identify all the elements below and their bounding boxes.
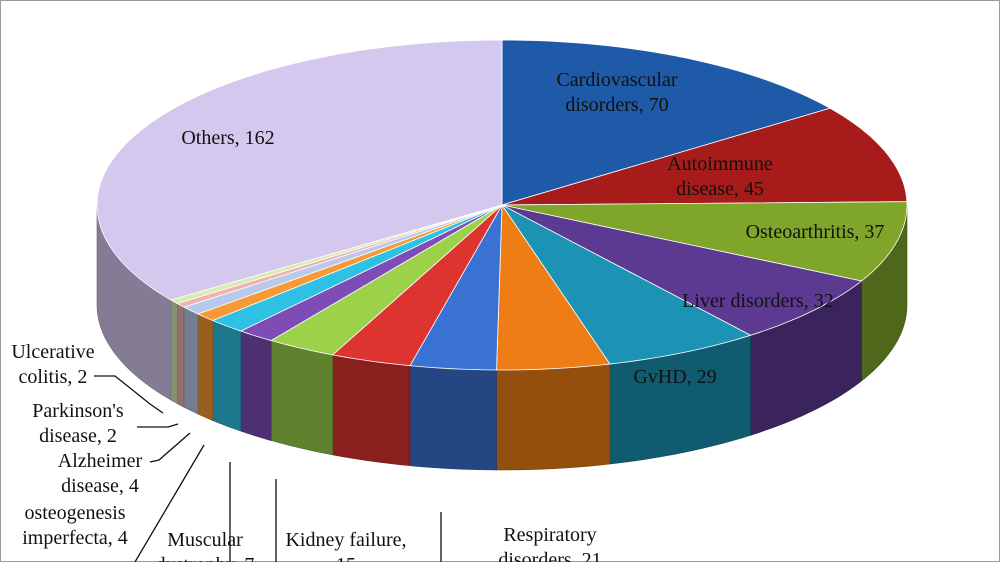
slice-label-alzheimer-disease: Alzheimer disease, 4 (58, 450, 143, 497)
slice-others (96, 39, 503, 301)
slice-side-osteogenesis-imperfecta (197, 313, 214, 421)
slice-label-osteoarthritis: Osteoarthritis, 37 (746, 221, 885, 243)
slice-side-respiratory-disorders (496, 363, 611, 471)
slice-respiratory-disorders (496, 203, 611, 371)
slice-label-cardiovascular-disorders: Cardiovascular disorders, 70 (556, 69, 677, 116)
slice-neurological-disorders (409, 204, 503, 371)
slice-side-ulcerative-colitis (170, 299, 178, 405)
slice-label-osteogenesis-imperfecta: osteogenesis imperfecta, 4 (22, 502, 128, 549)
slice-label-autoimmune-disease: Autoimmune disease, 45 (667, 153, 773, 200)
slice-side-kidney-failure (332, 354, 411, 467)
leader-line-osteogenesis-imperfecta (134, 444, 205, 562)
slice-side-parkinson-s-disease (176, 303, 185, 408)
slice-osteoarthritis (501, 201, 908, 282)
slice-label-gvhd: GvHD, 29 (633, 366, 716, 388)
leader-line-parkinson-s-disease (137, 423, 179, 428)
pie-sides (96, 204, 908, 471)
slice-label-ulcerative-colitis: Ulcerative colitis, 2 (11, 341, 94, 388)
leader-line-alzheimer-disease (149, 432, 191, 463)
slice-label-parkinson-s-disease: Parkinson's disease, 2 (32, 400, 124, 447)
slice-label-respiratory-disorders: Respiratory disorders, 21 (498, 524, 601, 562)
leader-line-ulcerative-colitis (94, 375, 164, 414)
leader-lines (94, 375, 442, 562)
slice-side-neurological-disorders (409, 365, 497, 471)
slice-kidney-failure (331, 204, 503, 367)
slice-label-others: Others, 162 (181, 127, 274, 149)
slice-label-liver-disorders: Liver disorders, 32 (682, 290, 834, 312)
slice-label-kidney-failure: Kidney failure,15 (285, 529, 406, 562)
pie-tops (96, 39, 908, 371)
slice-cardiovascular-disorders (501, 39, 832, 206)
slice-side-spinal-cord-injury (212, 320, 242, 432)
slice-side-muscular-dystrophy (240, 330, 272, 441)
slice-labels: Cardiovascular disorders, 70 Autoimmune dis… (11, 69, 884, 562)
slice-label-muscular-dystrophy: Musculardystrophy, 7 (156, 529, 255, 562)
slice-side-alzheimer-disease (183, 306, 199, 415)
slice-autoimmune-disease (501, 107, 908, 206)
slice-gvhd (501, 204, 752, 365)
slice-diabetes (270, 204, 503, 356)
slice-liver-disorders (501, 204, 863, 336)
slice-side-diabetes (270, 340, 333, 456)
